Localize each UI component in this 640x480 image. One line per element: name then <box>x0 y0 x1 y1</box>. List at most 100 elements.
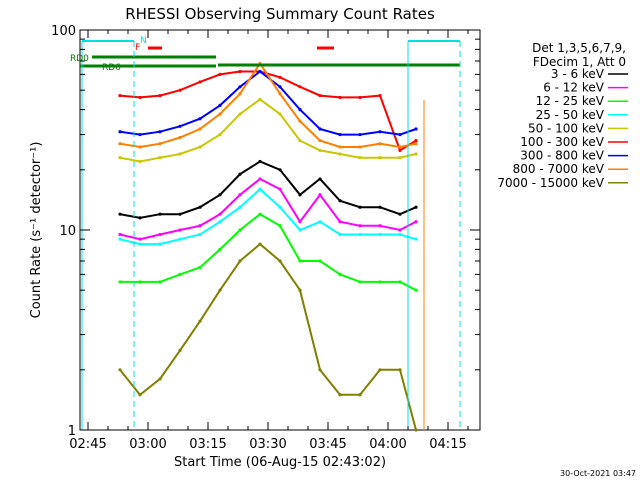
series-line-4 <box>119 98 417 163</box>
data-point <box>318 148 322 153</box>
legend-label-1: 6 - 12 keV <box>543 81 605 95</box>
data-point <box>178 212 182 216</box>
data-point <box>278 168 282 172</box>
y-tick-label: 1 <box>68 424 76 439</box>
data-point <box>138 242 142 246</box>
data-point <box>158 130 162 134</box>
legend-label-0: 3 - 6 keV <box>551 67 605 81</box>
data-point <box>238 85 242 89</box>
data-point <box>258 212 262 216</box>
data-point <box>338 132 342 137</box>
data-point <box>218 132 222 137</box>
data-point <box>298 288 302 292</box>
data-point <box>358 393 362 397</box>
data-point <box>158 156 162 160</box>
data-point <box>198 145 202 149</box>
data-point <box>158 212 162 216</box>
data-point <box>178 228 182 232</box>
timestamp: 30-Oct-2021 03:47 <box>560 469 636 478</box>
data-point <box>318 127 322 131</box>
data-point <box>318 193 322 197</box>
series-line-7 <box>119 61 417 149</box>
data-point <box>158 242 162 246</box>
data-point <box>238 172 242 176</box>
data-point <box>218 247 222 251</box>
series-line-8 <box>119 242 417 431</box>
data-point <box>398 212 402 216</box>
data-point <box>298 228 302 232</box>
data-point <box>118 142 122 146</box>
data-point <box>358 145 362 149</box>
n-label: N <box>140 36 147 46</box>
data-point <box>118 212 122 216</box>
plot-frame <box>79 29 481 431</box>
data-point <box>414 288 418 292</box>
data-point <box>258 159 262 164</box>
data-point <box>398 228 402 232</box>
series-line-5 <box>119 70 417 152</box>
data-point <box>358 280 362 284</box>
axis-layer: 02:45 03:00 03:15 03:30 03:45 04:00 04:15 1 10 10… <box>51 24 480 452</box>
data-point <box>258 187 262 191</box>
data-point <box>238 92 242 96</box>
data-point <box>278 259 282 263</box>
data-point <box>238 112 242 116</box>
data-point <box>218 212 222 216</box>
x-tick-label: 02:45 <box>69 437 106 452</box>
data-point <box>414 205 418 209</box>
data-point <box>158 93 162 98</box>
data-point <box>338 220 342 224</box>
legend-label-4: 50 - 100 keV <box>528 121 605 135</box>
rd6-label: RD6 <box>102 63 121 73</box>
data-point <box>218 220 222 224</box>
data-point <box>158 232 162 237</box>
data-point <box>118 232 122 237</box>
data-point <box>298 138 302 143</box>
legend-label-2: 12 - 25 keV <box>536 94 605 108</box>
data-point <box>378 130 382 134</box>
data-point <box>414 138 418 143</box>
data-point <box>338 145 342 149</box>
data-point <box>138 216 142 220</box>
data-point <box>318 93 322 98</box>
legend-label-6: 300 - 800 keV <box>520 149 604 163</box>
data-point <box>318 138 322 143</box>
data-point <box>198 319 202 323</box>
series-line-2 <box>120 212 417 292</box>
f-label: F <box>135 43 140 53</box>
data-point <box>338 393 342 397</box>
series-line-1 <box>119 177 417 241</box>
data-point <box>338 152 342 156</box>
data-point <box>318 259 322 263</box>
data-point <box>258 97 262 101</box>
y-axis-label: Count Rate (s⁻¹ detector⁻¹) <box>29 142 44 319</box>
data-point <box>278 112 282 116</box>
data-point <box>118 156 122 160</box>
data-point <box>414 237 418 241</box>
data-point <box>358 95 362 100</box>
data-point <box>198 127 202 131</box>
data-point <box>118 237 122 241</box>
data-point <box>138 237 142 241</box>
data-point <box>138 95 142 100</box>
rd0-label: RD0 <box>70 54 89 64</box>
data-point <box>358 132 362 137</box>
data-point <box>378 232 382 237</box>
legend-label-7: 800 - 7000 keV <box>513 162 605 176</box>
data-point <box>118 130 122 134</box>
data-point <box>198 265 202 270</box>
data-point <box>258 242 262 246</box>
data-point <box>378 205 382 209</box>
data-point <box>178 152 182 156</box>
data-point <box>414 428 418 432</box>
data-point <box>298 119 302 123</box>
y-tick-label: 100 <box>51 24 76 39</box>
data-point <box>238 228 242 232</box>
data-point <box>218 72 222 76</box>
data-point <box>414 220 418 224</box>
data-point <box>278 75 282 79</box>
data-point <box>398 132 402 137</box>
data-point <box>378 93 382 98</box>
data-point <box>278 205 282 209</box>
data-point <box>398 232 402 237</box>
